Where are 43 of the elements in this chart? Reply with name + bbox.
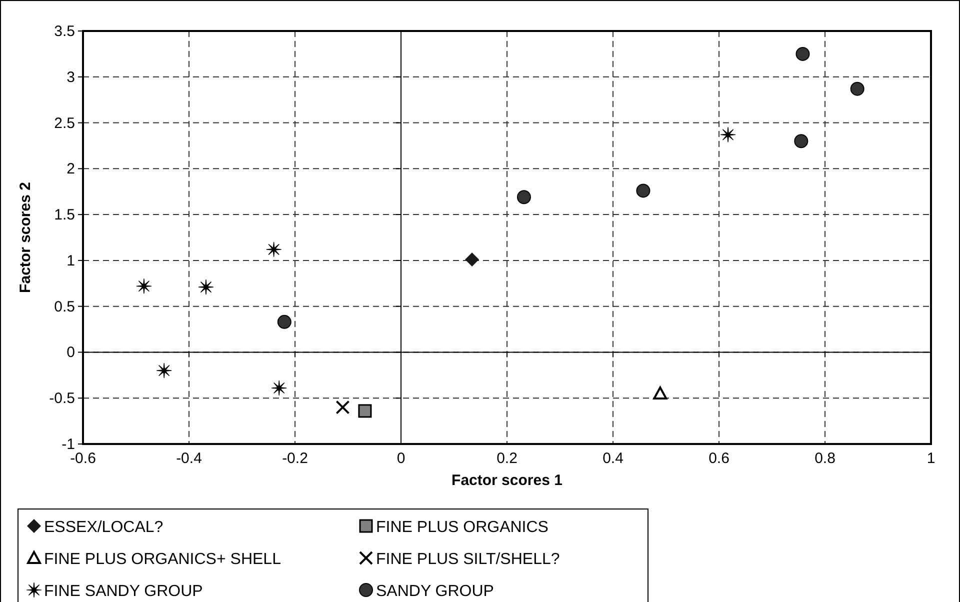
point [516,190,531,204]
point [271,380,287,396]
point [156,362,172,378]
x-tick-label: 0.8 [814,450,836,467]
legend-label: FINE PLUS ORGANICS+ SHELL [44,551,282,568]
y-tick-label: -1 [62,436,75,453]
point [796,46,810,61]
x-axis-title: Factor scores 1 [452,472,562,489]
x-tick-label: 0.6 [708,450,730,467]
y-tick-label: 0 [66,344,75,362]
point [636,184,650,198]
point [136,278,152,294]
y-tick-label: 3 [66,68,75,86]
legend-label: FINE PLUS SILT/SHELL? [376,551,560,568]
x-tick-label: -0.2 [282,450,308,467]
x-tick-label: -0.6 [70,450,96,467]
legend-label: FINE SANDY GROUP [44,583,203,600]
legend-label: ESSEX/LOCAL? [44,519,164,536]
y-axis-title: Factor scores 2 [17,182,34,293]
x-tick-label: 0.2 [496,450,518,467]
x-tick-label: 0.4 [602,450,624,467]
point [850,82,864,96]
y-tick-label: -0.5 [49,390,75,408]
point [277,314,292,329]
y-tick-label: 3.5 [54,23,75,40]
y-tick-label: 0.5 [54,298,75,316]
point [653,386,668,400]
point [336,400,350,414]
y-tick-label: 1 [66,252,75,270]
legend-label: FINE PLUS ORGANICS [376,519,548,536]
point [358,404,372,418]
point [720,126,736,143]
legend-label: SANDY GROUP [376,583,494,600]
y-tick-label: 1.5 [54,206,75,224]
point [794,134,808,148]
x-tick-label: 1 [926,450,936,467]
point [266,242,282,258]
y-tick-label: 2 [66,160,75,178]
x-tick-label: -0.4 [176,450,202,467]
y-tick-label: 2.5 [54,114,75,132]
point [465,252,480,267]
point [198,279,214,295]
x-tick-label: 0 [396,450,406,467]
